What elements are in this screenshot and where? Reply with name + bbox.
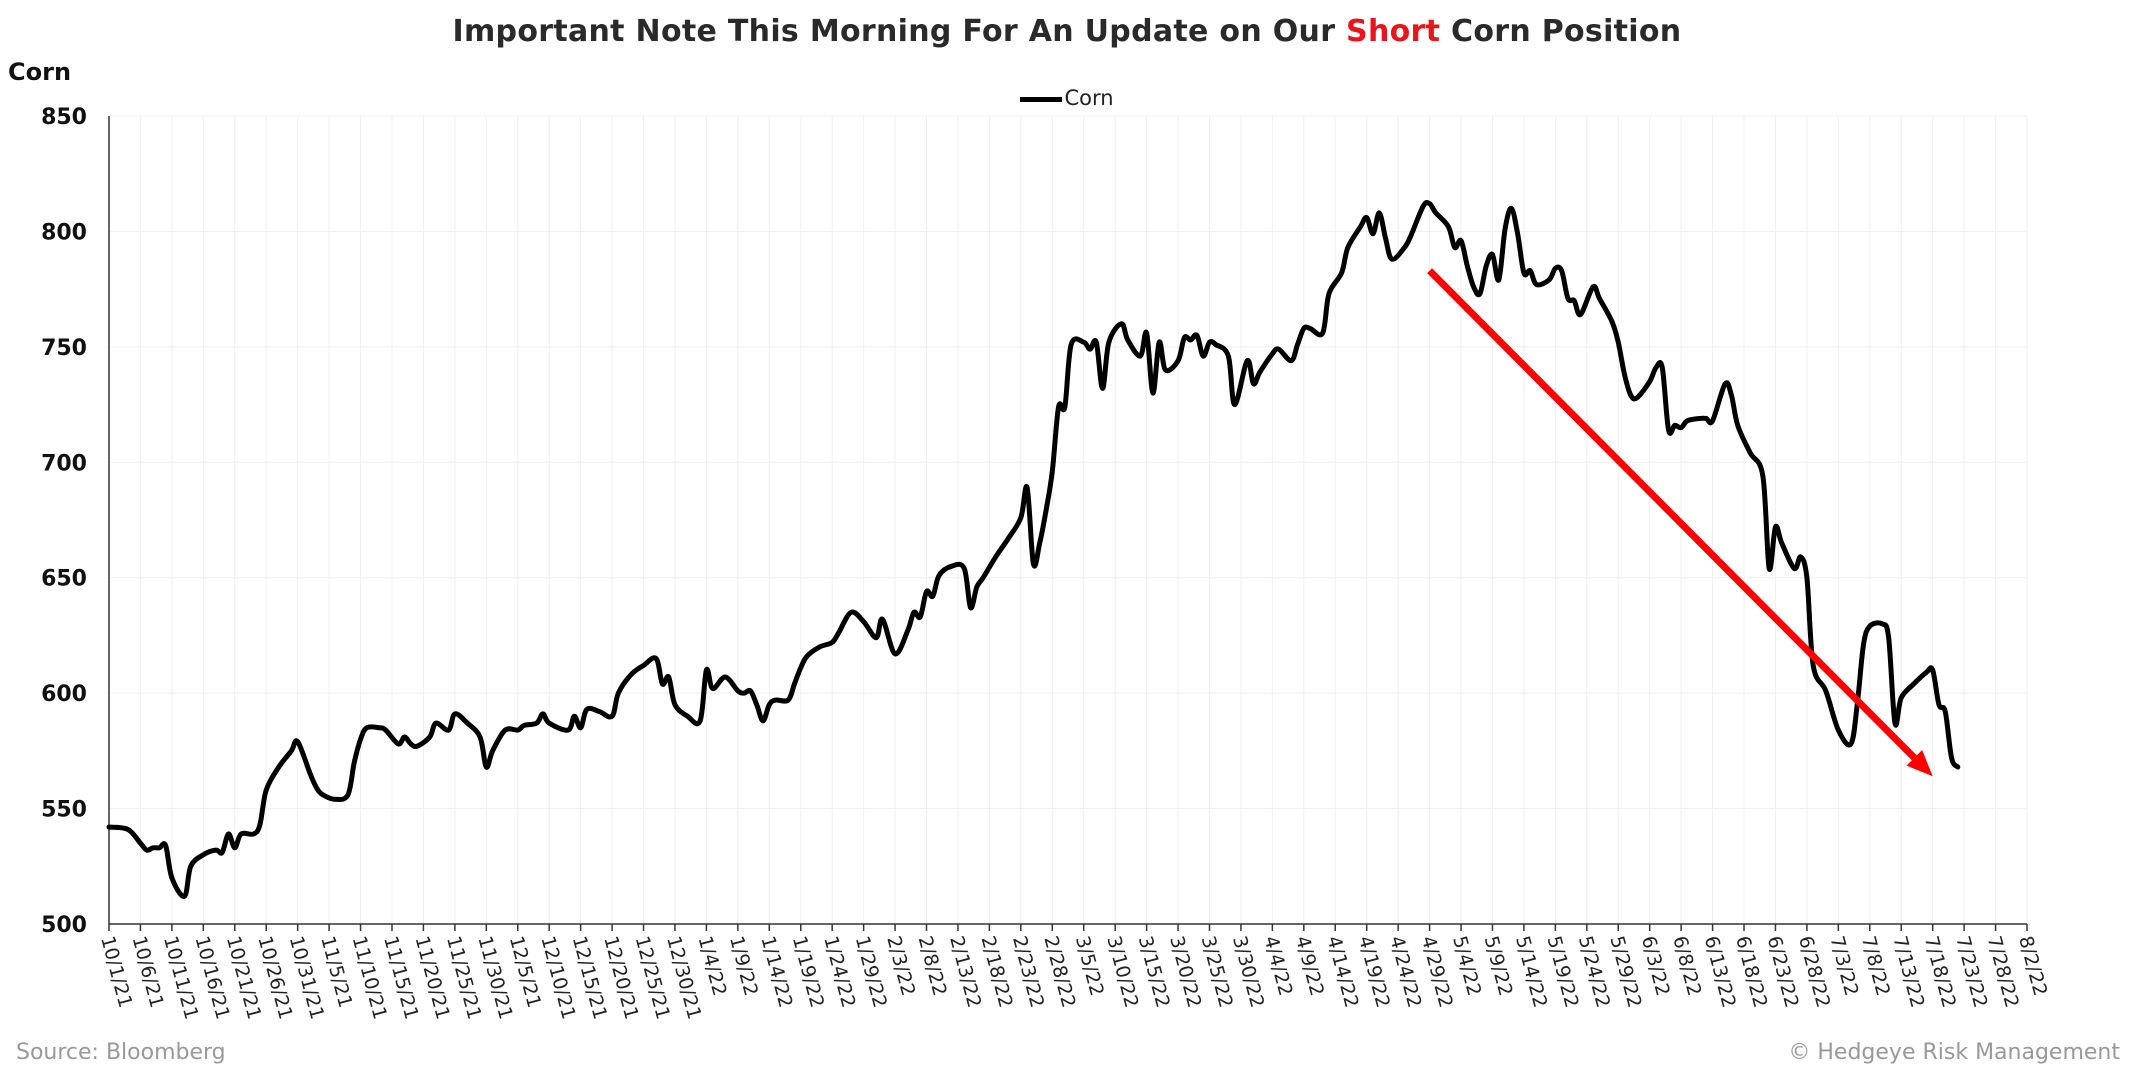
corn-price-line	[106, 199, 1961, 899]
y-tick-label: 800	[41, 220, 87, 245]
y-tick-label: 600	[41, 682, 87, 707]
y-axis-label: Corn	[8, 58, 72, 86]
title-highlight: Short	[1346, 14, 1441, 49]
legend-label: Corn	[1064, 86, 1114, 110]
copyright-note: © Hedgeye Risk Management	[1788, 1040, 2120, 1065]
chart-title: Important Note This Morning For An Updat…	[0, 14, 2134, 49]
title-text: Important Note This Morning For An Updat…	[452, 14, 1347, 49]
trend-arrow-shaft	[1427, 268, 1917, 761]
y-tick-label: 850	[41, 105, 87, 130]
title-text-end: Corn Position	[1440, 14, 1682, 49]
legend: Corn	[0, 86, 2134, 110]
y-tick-label: 500	[41, 913, 87, 938]
source-note: Source: Bloomberg	[16, 1040, 226, 1065]
trend-arrow-head	[1906, 750, 1933, 777]
legend-swatch	[1020, 96, 1063, 102]
y-tick-label: 550	[41, 798, 87, 823]
y-tick-label: 750	[41, 336, 87, 361]
y-tick-label: 650	[41, 567, 87, 592]
y-tick-label: 700	[41, 451, 87, 476]
